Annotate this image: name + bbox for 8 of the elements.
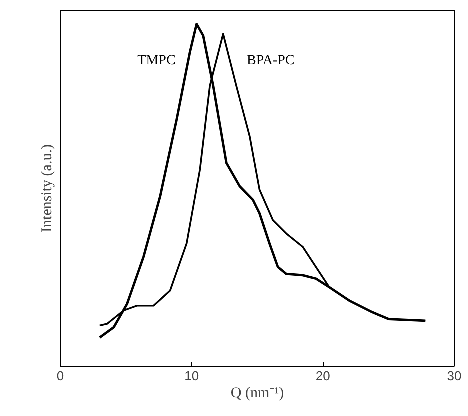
x-tick-label: 10 bbox=[184, 368, 200, 384]
series-label: BPA-PC bbox=[246, 54, 295, 69]
y-axis-title: Intensity (a.u.) bbox=[40, 144, 56, 232]
x-tick-label: 20 bbox=[316, 368, 330, 384]
x-axis-title: Q (nm⁻¹) bbox=[230, 386, 284, 402]
x-tick-label: 30 bbox=[447, 368, 462, 384]
series-label: TMPC bbox=[138, 54, 176, 69]
x-tick-label: 0 bbox=[56, 368, 64, 384]
